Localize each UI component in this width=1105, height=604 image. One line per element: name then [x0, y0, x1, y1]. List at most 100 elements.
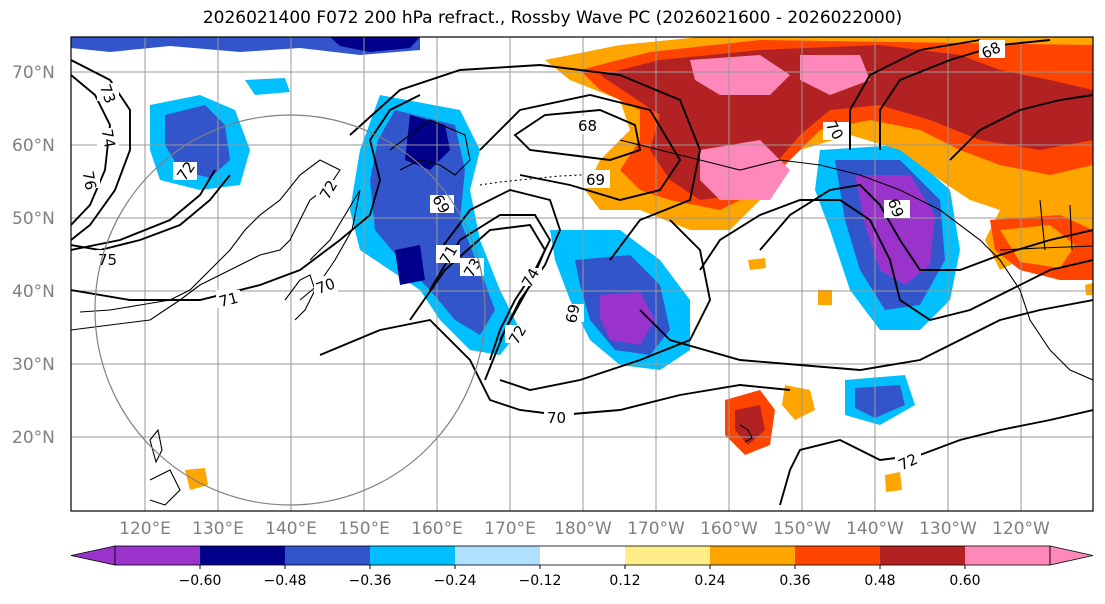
- neg-anomaly-north-strip: [71, 37, 420, 55]
- contour-label: 74: [98, 128, 119, 150]
- lon-label: 170°W: [627, 519, 685, 539]
- colorbar-arrow-low: [70, 545, 116, 566]
- lon-label: 130°E: [192, 519, 244, 539]
- lon-label: 150°W: [773, 519, 831, 539]
- kamchatka-coast: [389, 119, 471, 176]
- lon-label: 120°W: [992, 519, 1050, 539]
- colorbar: −0.60 −0.48 −0.36 −0.24 −0.12 0.12 0.24 0.36 0.4…: [70, 545, 1094, 589]
- pos-anomaly-pink-2: [700, 140, 790, 200]
- colorbar-swatch: [115, 546, 201, 565]
- colorbar-swatch: [285, 546, 371, 565]
- colorbar-swatch: [795, 546, 881, 565]
- longitude-labels: 120°E 130°E 140°E 150°E 160°E 170°E 180°W 170°W…: [119, 519, 1050, 539]
- colorbar-tick-label: −0.36: [349, 573, 392, 589]
- contour-74-west: [71, 74, 111, 226]
- pos-anomaly-east-coast-orange: [1000, 225, 1075, 268]
- height-contours: [71, 39, 1093, 506]
- us-border: [999, 245, 1093, 251]
- colorbar-tick-label: 0.36: [779, 573, 810, 589]
- contour-north-ne: [879, 39, 1051, 150]
- contour-72-a: [71, 169, 216, 251]
- contour-north-ne2: [849, 39, 981, 150]
- lon-label: 160°E: [411, 519, 463, 539]
- contour-75-west: [71, 174, 231, 251]
- colorbar-swatch: [880, 546, 966, 565]
- taiwan-coast: [149, 428, 163, 464]
- anomaly-fill-layer: [71, 37, 1093, 492]
- great-circle-ring: [94, 114, 486, 506]
- contour-69-south: [499, 219, 711, 391]
- contour-label: 73: [96, 82, 119, 106]
- aleutians: [479, 171, 601, 186]
- contour-71: [71, 94, 421, 301]
- colorbar-tick-label: 0.48: [864, 573, 895, 589]
- colorbar-swatch: [370, 546, 456, 565]
- hawaii-islands: [739, 424, 753, 443]
- contour-ridge-1: [699, 199, 1093, 322]
- lon-label: 140°E: [265, 519, 317, 539]
- lat-label: 30°N: [12, 355, 55, 375]
- contour-label: 70: [314, 274, 338, 297]
- colorbar-tick-label: −0.48: [264, 573, 307, 589]
- pos-anomaly-mid-small-5: [1085, 283, 1093, 295]
- contour-trough-3: [409, 223, 547, 381]
- contour-68-west: [513, 109, 642, 161]
- contour-73-74-west: [71, 59, 131, 241]
- colorbar-swatch: [965, 546, 1051, 565]
- colorbar-tick-label: 0.60: [949, 573, 980, 589]
- colorbar-swatch: [710, 546, 796, 565]
- contour-ridge-2: [759, 183, 1093, 271]
- contour-70-south: [319, 318, 791, 416]
- contour-label: 76: [79, 170, 100, 192]
- neg-anomaly-japan-arc-dark: [405, 115, 450, 170]
- philippines-coast: [149, 469, 181, 506]
- lon-label: 140°W: [846, 519, 904, 539]
- lon-label: 180°W: [554, 519, 612, 539]
- neg-anomaly-central-purple: [600, 292, 655, 345]
- neg-anomaly-nw-small: [245, 78, 290, 95]
- lat-label: 60°N: [12, 136, 55, 156]
- colorbar-swatch: [540, 546, 626, 565]
- contour-far-east: [949, 94, 1093, 161]
- pos-anomaly-pink-3: [800, 55, 870, 95]
- colorbar-tick-label: −0.60: [179, 573, 222, 589]
- lon-label: 130°W: [919, 519, 977, 539]
- contour-69-west: [479, 94, 682, 201]
- neg-anomaly-japan-arc-dark2: [395, 245, 425, 285]
- map-title: 2026021400 F072 200 hPa refract., Rossby…: [202, 8, 903, 28]
- pos-anomaly-mid-small-1: [782, 385, 815, 420]
- lat-label: 20°N: [12, 428, 55, 448]
- asia-coast: [71, 159, 341, 331]
- pos-anomaly-mid-small-4: [885, 472, 902, 492]
- colorbar-swatch: [625, 546, 711, 565]
- colorbar-arrow-high: [1049, 545, 1094, 566]
- lon-label: 150°E: [338, 519, 390, 539]
- colorbar-tick-label: 0.12: [609, 573, 640, 589]
- contour-label: 71: [217, 289, 240, 311]
- colorbar-tick-label: 0.24: [694, 573, 725, 589]
- lon-label: 160°W: [700, 519, 758, 539]
- contour-72-east: [639, 299, 1093, 371]
- lat-label: 50°N: [12, 209, 55, 229]
- pos-anomaly-mid-small-2: [748, 258, 766, 270]
- neg-anomaly-north-strip-dark: [330, 37, 420, 52]
- map-frame: [70, 36, 1094, 512]
- colorbar-swatch: [200, 546, 286, 565]
- korea-coast: [284, 274, 316, 321]
- contour-70-west: [349, 64, 701, 261]
- contour-label: 69: [562, 303, 583, 325]
- graticule: [71, 37, 1093, 511]
- contour-label: 75: [98, 251, 117, 269]
- colorbar-swatch: [455, 546, 541, 565]
- lon-label: 120°E: [119, 519, 171, 539]
- contour-label: 70: [547, 409, 566, 427]
- colorbar-tick-label: −0.24: [434, 573, 477, 589]
- lat-label: 40°N: [12, 282, 55, 302]
- pos-anomaly-hawaii-red: [735, 405, 765, 445]
- colorbar-outline: [114, 545, 1051, 566]
- pos-anomaly-mid-small-3: [818, 290, 832, 305]
- contour-trough-2: [429, 214, 552, 361]
- contour-label: 69: [586, 171, 605, 189]
- neg-anomaly-nw-blob-core: [165, 105, 230, 178]
